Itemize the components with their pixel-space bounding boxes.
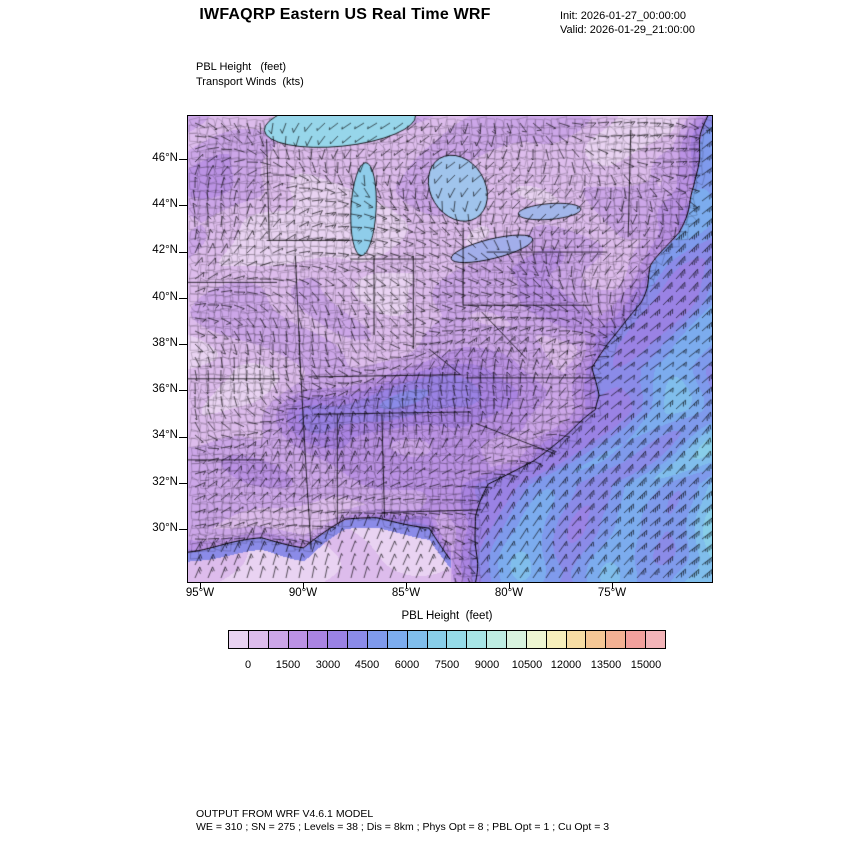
colorbar-tick-label: 12000 bbox=[550, 659, 582, 671]
footer-config-line: WE = 310 ; SN = 275 ; Levels = 38 ; Dis … bbox=[196, 821, 610, 833]
colorbar-cell bbox=[327, 630, 349, 649]
colorbar-cell bbox=[347, 630, 369, 649]
lon-tick-mark bbox=[303, 583, 304, 589]
colorbar-cell bbox=[367, 630, 388, 649]
colorbar-cell bbox=[525, 630, 547, 649]
lat-tick-mark bbox=[179, 298, 187, 299]
lon-tick-label: 85°W bbox=[391, 587, 421, 599]
lat-tick-label: 42°N bbox=[152, 244, 178, 256]
lat-tick-mark bbox=[179, 529, 187, 530]
colorbar-cell bbox=[605, 630, 627, 649]
colorbar-cell bbox=[247, 630, 269, 649]
colorbar-title: PBL Height (feet) bbox=[401, 610, 493, 622]
field-label-pbl: PBL Height (feet) bbox=[196, 61, 287, 73]
init-valid-block: Init: 2026-01-27_00:00:00 Valid: 2026-01… bbox=[560, 9, 695, 37]
field-label-winds: Transport Winds (kts) bbox=[196, 76, 304, 88]
colorbar-cell bbox=[287, 630, 309, 649]
lat-tick-mark bbox=[179, 483, 187, 484]
colorbar-cell bbox=[406, 630, 428, 649]
colorbar-cell bbox=[307, 630, 329, 649]
colorbar-cell bbox=[466, 630, 488, 649]
colorbar-cell bbox=[506, 630, 527, 649]
lat-tick-mark bbox=[179, 252, 187, 253]
colorbar-tick-label: 3000 bbox=[315, 659, 341, 671]
lon-tick-label: 90°W bbox=[288, 587, 318, 599]
colorbar-cell bbox=[446, 630, 468, 649]
lat-tick-label: 40°N bbox=[152, 291, 178, 303]
lat-tick-mark bbox=[179, 159, 187, 160]
colorbar-tick-label: 15000 bbox=[630, 659, 662, 671]
lat-tick-label: 46°N bbox=[152, 152, 178, 164]
lat-tick-label: 44°N bbox=[152, 198, 178, 210]
lat-tick-label: 34°N bbox=[152, 429, 178, 441]
lon-tick-mark bbox=[612, 583, 613, 589]
colorbar-tick-label: 4500 bbox=[354, 659, 380, 671]
lat-tick-mark bbox=[179, 205, 187, 206]
colorbar-tick-label: 7500 bbox=[434, 659, 460, 671]
colorbar-cell bbox=[565, 630, 587, 649]
lon-tick-mark bbox=[509, 583, 510, 589]
colorbar-tick-label: 1500 bbox=[275, 659, 301, 671]
page-title: IWFAQRP Eastern US Real Time WRF bbox=[199, 6, 491, 23]
colorbar-tick-label: 6000 bbox=[394, 659, 420, 671]
colorbar bbox=[228, 630, 666, 649]
colorbar-cell bbox=[267, 630, 289, 649]
lat-tick-mark bbox=[179, 390, 187, 391]
colorbar-tick-label: 10500 bbox=[511, 659, 543, 671]
lat-tick-label: 36°N bbox=[152, 383, 178, 395]
lat-tick-label: 30°N bbox=[152, 522, 178, 534]
colorbar-tick-label: 13500 bbox=[590, 659, 622, 671]
colorbar-cell bbox=[625, 630, 647, 649]
lon-tick-label: 80°W bbox=[494, 587, 524, 599]
lat-tick-label: 32°N bbox=[152, 476, 178, 488]
lon-tick-label: 75°W bbox=[597, 587, 627, 599]
colorbar-tick-label: 9000 bbox=[474, 659, 500, 671]
colorbar-cell bbox=[545, 630, 567, 649]
pbl-height-wind-map bbox=[187, 115, 713, 583]
lon-tick-mark bbox=[200, 583, 201, 589]
init-time: Init: 2026-01-27_00:00:00 bbox=[560, 10, 686, 22]
lat-tick-mark bbox=[179, 344, 187, 345]
lon-tick-mark bbox=[406, 583, 407, 589]
colorbar-cell bbox=[486, 630, 508, 649]
lon-tick-label: 95°W bbox=[185, 587, 215, 599]
colorbar-tick-label: 0 bbox=[244, 659, 252, 671]
colorbar-cell bbox=[645, 630, 666, 649]
colorbar-cell bbox=[386, 630, 408, 649]
colorbar-cell bbox=[585, 630, 607, 649]
colorbar-cell bbox=[426, 630, 448, 649]
valid-time: Valid: 2026-01-29_21:00:00 bbox=[560, 24, 695, 36]
colorbar-cell bbox=[228, 630, 249, 649]
footer-model-line: OUTPUT FROM WRF V4.6.1 MODEL bbox=[196, 808, 374, 820]
lat-tick-label: 38°N bbox=[152, 337, 178, 349]
lat-tick-mark bbox=[179, 437, 187, 438]
